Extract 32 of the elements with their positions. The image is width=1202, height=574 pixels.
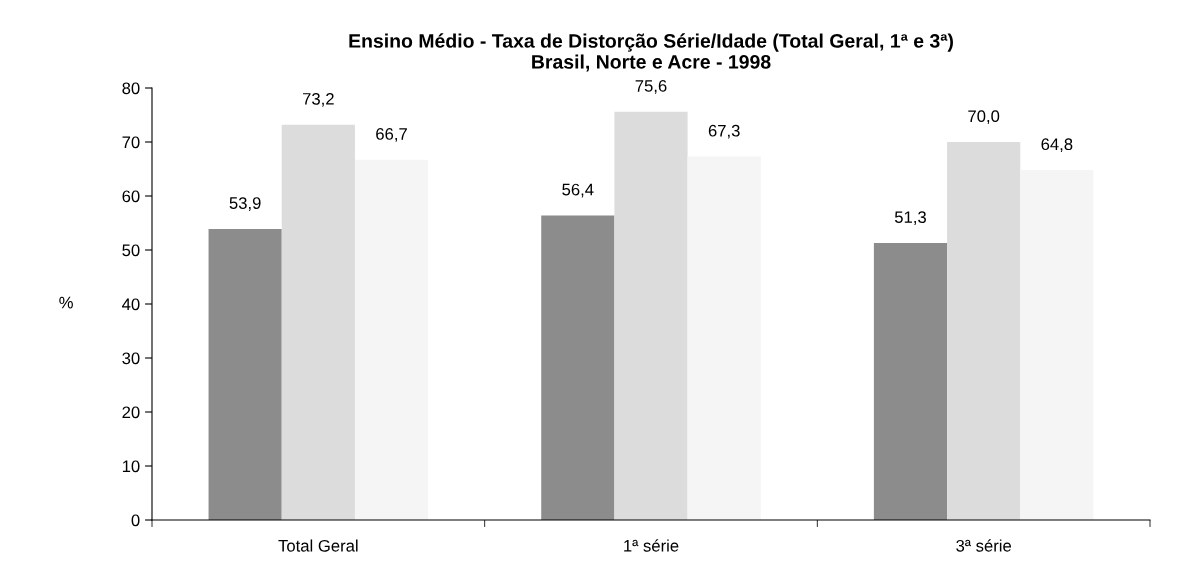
bar	[354, 159, 429, 520]
y-tick-label: 80	[122, 82, 140, 95]
bar	[947, 142, 1021, 520]
bar	[281, 124, 355, 520]
x-tick-label: Total Geral	[278, 539, 358, 552]
data-label: 70,0	[968, 110, 1000, 125]
y-tick-label: 50	[122, 244, 140, 257]
data-label: 53,9	[229, 197, 261, 211]
data-label: 75,6	[635, 80, 667, 94]
y-tick-label: 10	[122, 460, 140, 473]
data-label: 67,3	[708, 124, 740, 139]
bar	[873, 242, 948, 520]
x-tick-label: 3ª série	[956, 539, 1012, 552]
data-label: 64,8	[1041, 138, 1073, 153]
y-axis-title: %	[59, 296, 73, 309]
data-label: 51,3	[894, 211, 926, 225]
data-label: 56,4	[562, 183, 594, 198]
y-tick-label: 30	[122, 352, 140, 365]
chart-title: Ensino Médio - Taxa de Distorção Série/Idade (Total Geral, 1ª e 3ª) Brasil, Norte e Acre - 1998	[349, 33, 953, 72]
bar	[541, 215, 615, 520]
bar	[208, 228, 282, 520]
y-tick-label: 40	[122, 298, 140, 311]
data-label: 66,7	[376, 128, 407, 142]
y-tick-label: 20	[122, 406, 140, 419]
data-label: 73,2	[302, 92, 334, 107]
bar	[614, 111, 688, 520]
bar	[687, 156, 761, 520]
bar	[1020, 170, 1094, 520]
y-tick-label: 0	[131, 514, 140, 527]
y-tick-label: 70	[122, 136, 140, 149]
y-tick-label: 60	[122, 190, 140, 203]
x-tick-label: 1ª série	[624, 539, 679, 552]
